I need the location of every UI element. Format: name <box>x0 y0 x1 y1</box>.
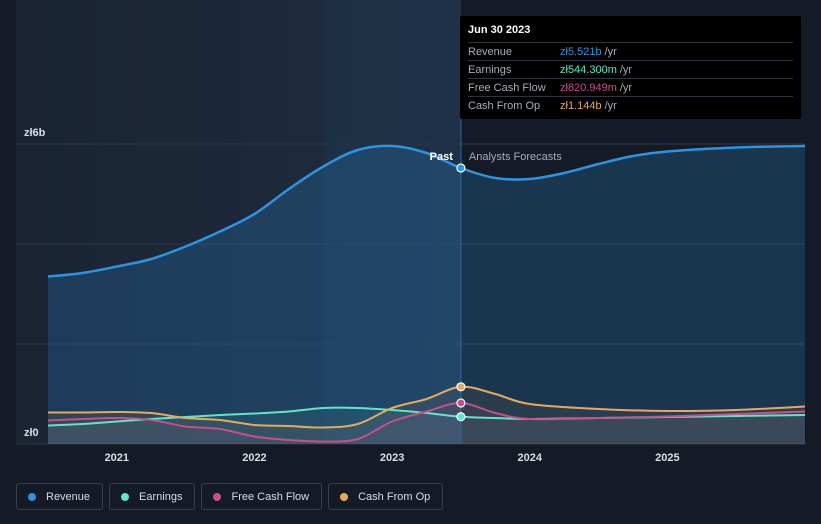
tooltip-unit: /yr <box>619 81 633 94</box>
tooltip-series-name: Free Cash Flow <box>468 81 546 94</box>
tooltip-series-value: zł1.144b <box>560 99 602 112</box>
past-region-highlight <box>323 0 461 444</box>
tooltip-series-name: Cash From Op <box>468 99 541 112</box>
forecast-label: Analysts Forecasts <box>469 151 562 163</box>
highlight-markers <box>456 163 466 422</box>
tooltip-unit: /yr <box>604 99 617 112</box>
revenue-marker <box>456 163 466 173</box>
tooltip-unit: /yr <box>604 45 617 58</box>
data-tooltip: Jun 30 2023 Revenue zł5.521b/yr Earnings zł… <box>460 16 801 119</box>
free-cash-flow-marker <box>456 398 466 408</box>
legend-dot-icon <box>121 492 130 501</box>
cash-from-op-area <box>48 386 805 444</box>
tooltip-row: Earnings zł544.300m/yr <box>468 60 793 78</box>
revenue-area <box>48 145 805 444</box>
series-lines <box>47 144 806 443</box>
legend-dot-icon <box>28 492 36 501</box>
x-tick-label: 2025 <box>655 452 679 464</box>
x-tick-label: 2024 <box>517 452 542 464</box>
x-tick-label: 2022 <box>242 452 266 464</box>
revenue-line <box>47 144 806 278</box>
tooltip-series-value: zł5.521b <box>560 45 602 58</box>
grid-lines <box>16 143 805 445</box>
earnings-marker <box>456 412 466 422</box>
tooltip-rows: Revenue zł5.521b/yr Earnings zł544.300m/yr F… <box>468 42 793 114</box>
legend-item-free-cash-flow[interactable]: Free Cash Flow <box>201 483 323 510</box>
legend-dot-icon <box>340 492 349 501</box>
cash-from-op-marker <box>456 382 466 392</box>
tooltip-row: Free Cash Flow zł820.949m/yr <box>468 78 793 96</box>
cash-from-op-line <box>47 385 806 429</box>
y-axis-bottom-label: zł0 <box>24 427 39 439</box>
tooltip-series-value: zł544.300m <box>560 63 617 76</box>
legend-item-cash-from-op[interactable]: Cash From Op <box>328 483 444 510</box>
tooltip-row: Cash From Op zł1.144b/yr <box>468 96 793 114</box>
free-cash-flow-area <box>48 402 805 444</box>
earnings-area <box>48 407 805 444</box>
legend-label: Free Cash Flow <box>231 490 310 503</box>
legend-dot-icon <box>213 492 222 501</box>
tooltip-series-name: Revenue <box>468 45 513 58</box>
tooltip-date: Jun 30 2023 <box>468 24 531 36</box>
x-tick-label: 2021 <box>105 452 129 464</box>
legend-item-earnings[interactable]: Earnings <box>109 483 196 510</box>
legend-label: Earnings <box>139 490 183 503</box>
tooltip-series-value: zł820.949m <box>560 81 617 94</box>
tooltip-series-name: Earnings <box>468 63 512 76</box>
x-axis-ticks: 2021 2022 2023 2024 2025 <box>105 452 680 464</box>
chart-legend: Revenue Earnings Free Cash Flow Cash From O… <box>16 483 444 510</box>
series-areas <box>48 145 805 444</box>
past-label: Past <box>430 151 454 163</box>
legend-label: Cash From Op <box>358 490 431 503</box>
free-cash-flow-line <box>47 401 806 443</box>
tooltip-unit: /yr <box>619 63 633 76</box>
tooltip-row: Revenue zł5.521b/yr <box>468 42 793 60</box>
legend-item-revenue[interactable]: Revenue <box>16 483 104 510</box>
legend-label: Revenue <box>46 490 91 503</box>
y-axis-top-label: zł6b <box>24 127 46 139</box>
x-tick-label: 2023 <box>380 452 404 464</box>
